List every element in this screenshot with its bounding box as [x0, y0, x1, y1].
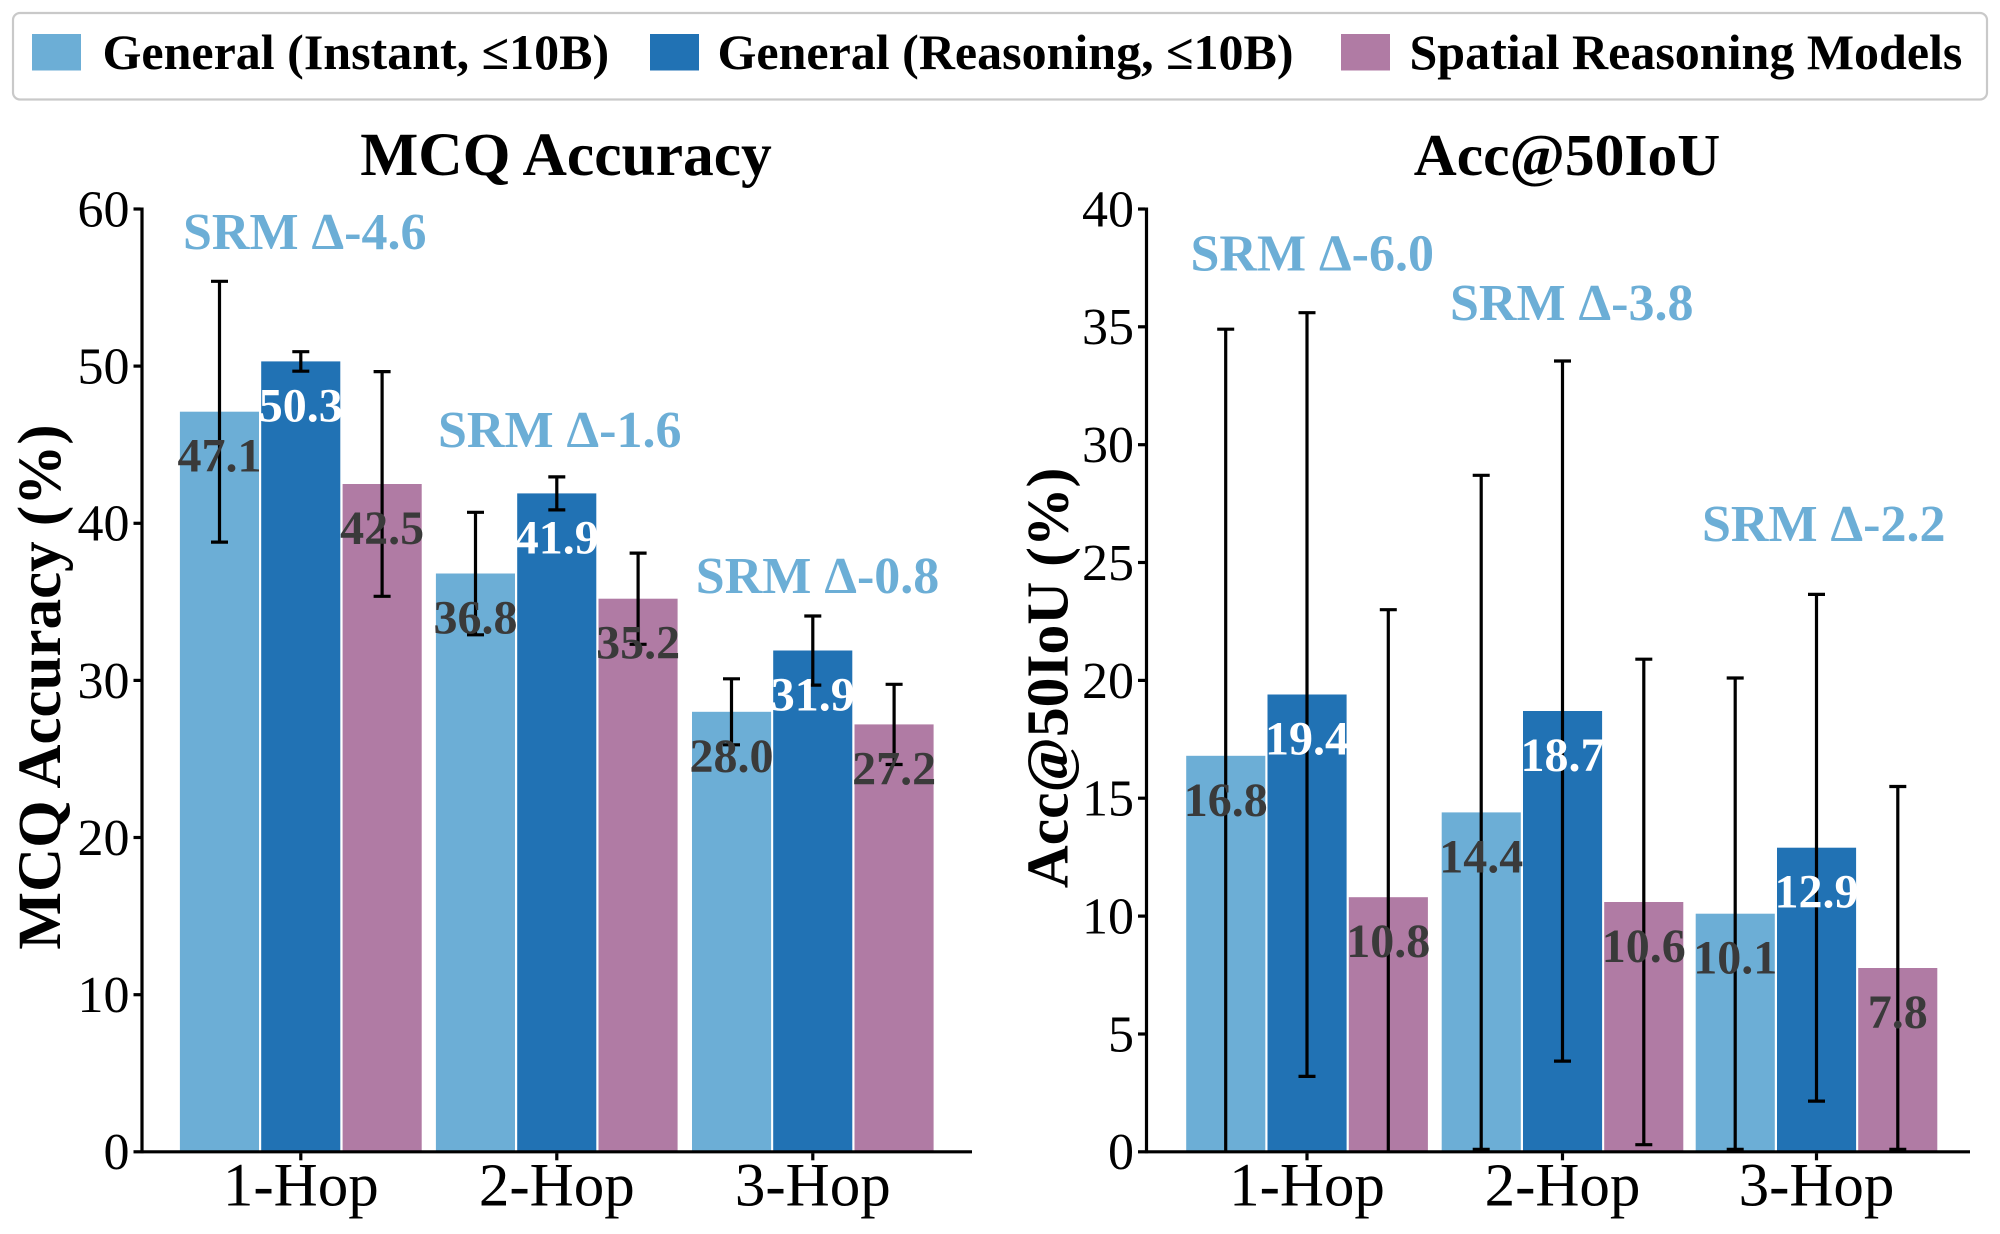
svg-text:60: 60: [78, 181, 130, 238]
svg-text:42.5: 42.5: [340, 502, 424, 555]
svg-text:Acc@50IoU: Acc@50IoU: [1414, 122, 1721, 188]
svg-text:10.8: 10.8: [1346, 915, 1430, 968]
svg-text:10: 10: [78, 967, 130, 1024]
svg-text:15: 15: [1082, 771, 1134, 828]
svg-text:SRM Δ-0.8: SRM Δ-0.8: [696, 548, 939, 605]
svg-text:SRM Δ-1.6: SRM Δ-1.6: [438, 402, 681, 459]
svg-text:Spatial Reasoning Models: Spatial Reasoning Models: [1410, 24, 1963, 80]
svg-text:47.1: 47.1: [178, 430, 262, 483]
svg-text:10.6: 10.6: [1602, 920, 1686, 973]
svg-text:3-Hop: 3-Hop: [735, 1153, 891, 1220]
svg-text:20: 20: [1082, 653, 1134, 710]
svg-text:20: 20: [78, 810, 130, 867]
svg-text:1-Hop: 1-Hop: [223, 1153, 379, 1220]
svg-text:Acc@50IoU (%): Acc@50IoU (%): [1015, 468, 1081, 889]
svg-text:SRM Δ-3.8: SRM Δ-3.8: [1450, 275, 1693, 332]
svg-text:16.8: 16.8: [1184, 774, 1268, 827]
svg-text:27.2: 27.2: [852, 742, 936, 795]
svg-text:41.9: 41.9: [515, 511, 599, 564]
svg-text:14.4: 14.4: [1439, 830, 1523, 883]
svg-text:SRM Δ-2.2: SRM Δ-2.2: [1702, 496, 1945, 553]
svg-text:10.1: 10.1: [1693, 932, 1777, 985]
svg-text:5: 5: [1108, 1006, 1134, 1063]
svg-text:2-Hop: 2-Hop: [479, 1153, 635, 1220]
svg-text:30: 30: [1082, 417, 1134, 474]
svg-text:2-Hop: 2-Hop: [1485, 1153, 1641, 1220]
svg-text:40: 40: [78, 496, 130, 553]
svg-text:50: 50: [78, 339, 130, 396]
svg-text:25: 25: [1082, 535, 1134, 592]
svg-text:SRM Δ-4.6: SRM Δ-4.6: [183, 204, 426, 261]
svg-text:SRM Δ-6.0: SRM Δ-6.0: [1191, 226, 1434, 283]
svg-text:0: 0: [1108, 1124, 1134, 1181]
svg-text:40: 40: [1082, 181, 1134, 238]
svg-text:12.9: 12.9: [1775, 866, 1859, 919]
svg-text:0: 0: [104, 1124, 130, 1181]
svg-text:50.3: 50.3: [259, 379, 343, 432]
svg-text:18.7: 18.7: [1521, 729, 1605, 782]
svg-text:19.4: 19.4: [1265, 713, 1349, 766]
svg-text:1-Hop: 1-Hop: [1229, 1153, 1385, 1220]
svg-text:General (Reasoning, ≤10B): General (Reasoning, ≤10B): [718, 24, 1294, 80]
svg-text:31.9: 31.9: [771, 669, 855, 722]
svg-text:MCQ Accuracy: MCQ Accuracy: [360, 121, 772, 189]
svg-text:3-Hop: 3-Hop: [1739, 1153, 1895, 1220]
svg-text:30: 30: [78, 653, 130, 710]
svg-text:36.8: 36.8: [434, 592, 518, 645]
svg-text:35: 35: [1082, 299, 1134, 356]
svg-text:General (Instant, ≤10B): General (Instant, ≤10B): [103, 24, 610, 80]
svg-text:MCQ Accuracy (%): MCQ Accuracy (%): [7, 424, 74, 949]
svg-text:10: 10: [1082, 889, 1134, 946]
svg-text:35.2: 35.2: [596, 617, 680, 670]
svg-text:28.0: 28.0: [690, 730, 774, 783]
svg-text:7.8: 7.8: [1868, 986, 1928, 1039]
